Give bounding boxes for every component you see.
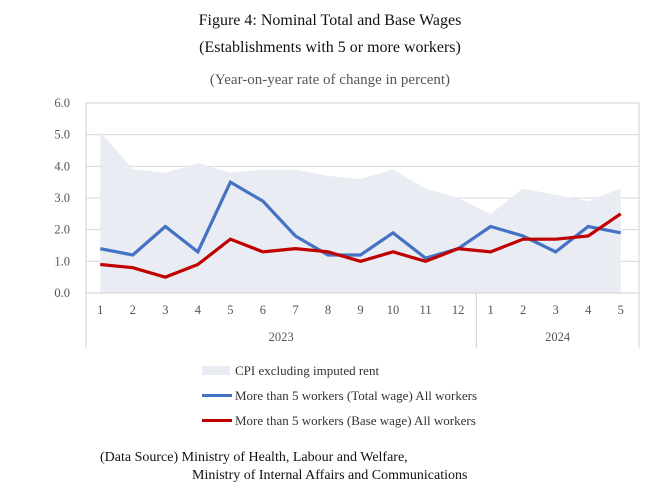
unit-label: (Year-on-year rate of change in percent)	[209, 72, 451, 88]
chart-subtitle: (Establishments with 5 or more workers)	[199, 39, 461, 56]
x-tick-label: 6	[260, 303, 266, 317]
series-lines-layer	[99, 179, 622, 279]
x-tick-label: 1	[97, 303, 103, 317]
y-tick-label: 2.0	[54, 223, 70, 237]
legend-item-base-wage: More than 5 workers (Base wage) All work…	[202, 408, 477, 433]
y-tick-label: 4.0	[54, 159, 70, 173]
plot-border	[85, 102, 640, 294]
x-tick-label: 12	[452, 303, 465, 317]
x-tick-label: 5	[618, 303, 624, 317]
legend-label-cpi: CPI excluding imputed rent	[235, 362, 380, 378]
legend-item-cpi: CPI excluding imputed rent	[202, 358, 477, 383]
x-tick-label: 3	[162, 303, 168, 317]
data-source-note: (Data Source) Ministry of Health, Labour…	[100, 449, 467, 485]
x-tick-label: 5	[227, 303, 233, 317]
x-tick-label: 1	[487, 303, 493, 317]
source-line-1: (Data Source) Ministry of Health, Labour…	[100, 450, 408, 465]
x-tick-label: 2	[130, 303, 136, 317]
plot-frame	[85, 102, 640, 294]
y-tick-label: 1.0	[54, 254, 70, 268]
x-tick-label: 2	[520, 303, 526, 317]
x-tick-label: 10	[387, 303, 400, 317]
legend-label-total-wage: More than 5 workers (Total wage) All wor…	[235, 387, 478, 403]
legend-swatch-base-wage	[202, 419, 232, 422]
legend-item-total-wage: More than 5 workers (Total wage) All wor…	[202, 383, 477, 408]
year-group-label: 2024	[545, 330, 571, 344]
x-tick-label: 4	[195, 303, 202, 317]
y-tick-label: 6.0	[54, 96, 70, 110]
cpi-area-layer	[100, 131, 621, 293]
x-tick-label: 11	[420, 303, 432, 317]
year-group-label: 2023	[269, 330, 294, 344]
x-tick-label: 8	[325, 303, 331, 317]
y-tick-label: 3.0	[54, 191, 70, 205]
chart-title: Figure 4: Nominal Total and Base Wages	[198, 12, 462, 29]
legend-swatch-total-wage	[202, 394, 232, 397]
x-tick-label: 9	[357, 303, 363, 317]
x-tick-label: 4	[585, 303, 592, 317]
legend-swatch-cpi	[202, 366, 230, 375]
y-tick-label: 0.0	[54, 286, 70, 300]
source-line-2: Ministry of Internal Affairs and Communi…	[192, 468, 468, 483]
cpi-area	[100, 131, 621, 293]
y-tick-label: 5.0	[54, 128, 70, 142]
legend-label-base-wage: More than 5 workers (Base wage) All work…	[235, 412, 476, 428]
x-tick-label: 3	[553, 303, 559, 317]
x-tick-label: 7	[292, 303, 298, 317]
legend: CPI excluding imputed rent More than 5 w…	[202, 358, 477, 433]
y-axis-ticks: 0.0 1.0 2.0 3.0 4.0 5.0 6.0	[54, 96, 70, 300]
